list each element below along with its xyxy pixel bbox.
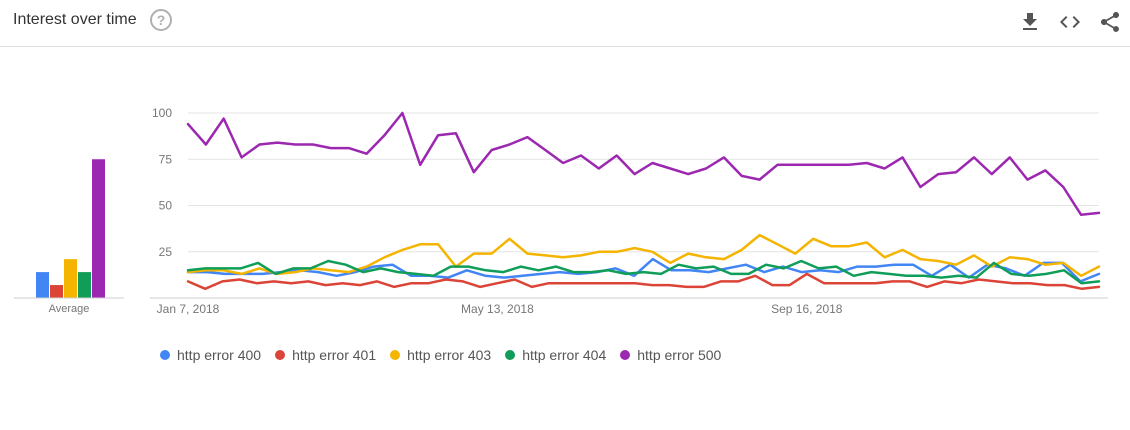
legend-label: http error 401: [292, 347, 377, 363]
series-line-http-error-403: [186, 233, 1101, 278]
y-tick-label: 75: [159, 152, 173, 166]
legend-color-dot: [390, 350, 401, 360]
legend-item[interactable]: http error 401: [275, 347, 376, 363]
share-icon[interactable]: [1098, 10, 1122, 34]
average-bar-http-error-500: [92, 159, 105, 298]
legend-item[interactable]: http error 500: [620, 347, 721, 363]
chart-header: Interest over time ?: [0, 0, 1130, 47]
x-tick-label: Jan 7, 2018: [157, 302, 220, 316]
legend-color-dot: [620, 350, 631, 360]
average-bar-http-error-404: [78, 272, 91, 298]
legend-label: http error 400: [177, 347, 262, 363]
x-tick-label: Sep 16, 2018: [771, 302, 843, 316]
average-bar-http-error-401: [50, 285, 63, 298]
chart-title: Interest over time: [13, 11, 137, 28]
chart-legend: http error 400 http error 401 http error 4…: [160, 347, 721, 363]
average-bar-http-error-400: [36, 272, 49, 298]
legend-item[interactable]: http error 400: [160, 347, 261, 363]
legend-color-dot: [160, 350, 170, 360]
legend-label: http error 403: [407, 347, 492, 363]
x-tick-label: May 13, 2018: [461, 302, 534, 316]
legend-label: http error 404: [522, 347, 607, 363]
y-tick-label: 25: [159, 245, 173, 259]
legend-item[interactable]: http error 403: [390, 347, 491, 363]
y-tick-label: 100: [152, 106, 172, 120]
legend-color-dot: [275, 350, 286, 360]
legend-color-dot: [505, 350, 516, 360]
series-line-http-error-400: [186, 257, 1101, 283]
embed-code-icon[interactable]: [1058, 10, 1082, 34]
average-label: Average: [49, 303, 90, 315]
legend-item[interactable]: http error 404: [505, 347, 606, 363]
help-circle-icon[interactable]: ?: [150, 9, 172, 31]
series-line-http-error-500: [186, 111, 1101, 217]
series-line-http-error-401: [186, 272, 1101, 291]
download-icon[interactable]: [1018, 10, 1042, 34]
average-bar-http-error-403: [64, 259, 77, 298]
series-line-http-error-404: [186, 259, 1101, 285]
y-tick-label: 50: [159, 199, 173, 213]
legend-label: http error 500: [637, 347, 722, 363]
